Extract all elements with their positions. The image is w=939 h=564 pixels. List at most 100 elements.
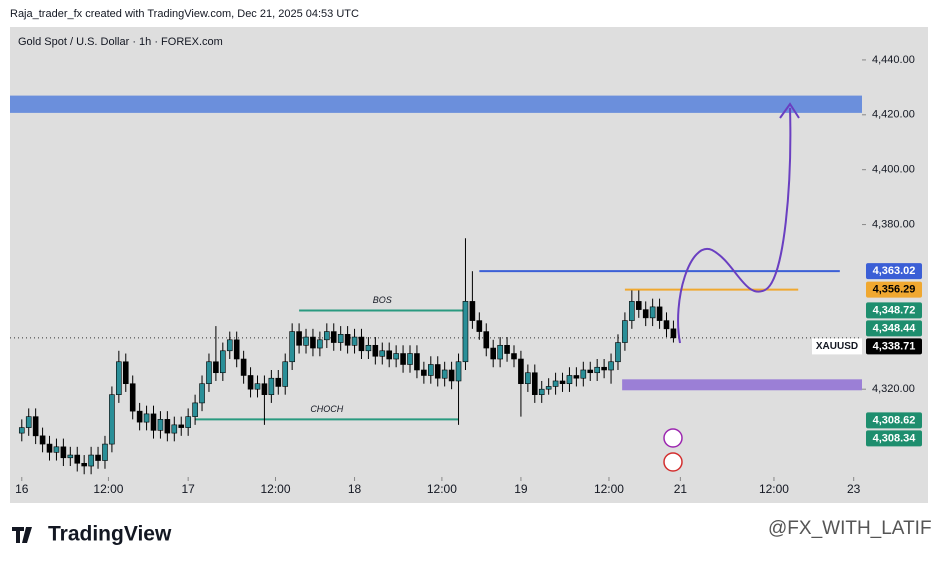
- candle-body: [566, 375, 573, 385]
- x-tick-label: 12:00: [93, 482, 123, 496]
- price-label: 4,308.34: [873, 432, 917, 444]
- candle-body: [25, 416, 32, 428]
- candle-body: [622, 320, 628, 343]
- candle-body: [296, 331, 302, 346]
- price-label-box: [866, 430, 922, 447]
- candle-body: [122, 361, 129, 385]
- price-label-box: [866, 338, 922, 355]
- chart-title: Gold Spot / U.S. Dollar · 1h · FOREX.com: [18, 36, 223, 48]
- price-label: 4,363.02: [873, 265, 916, 277]
- candle-body: [441, 369, 448, 379]
- logo-mark: [12, 527, 32, 543]
- candle-body: [199, 383, 205, 404]
- candle-body: [337, 334, 344, 343]
- arrow-head: [779, 102, 800, 119]
- zone: [622, 379, 862, 391]
- candle-body: [289, 331, 295, 363]
- candle-body: [275, 377, 282, 387]
- x-tick-label: 12:00: [594, 482, 624, 496]
- candle-body: [434, 364, 441, 379]
- symbol: XAUUSD: [816, 341, 858, 352]
- y-tick-label: 4,440.00: [872, 54, 915, 66]
- candle-body: [559, 380, 566, 385]
- candle-body: [490, 347, 496, 360]
- candle-body: [545, 386, 552, 390]
- candle-body: [629, 301, 635, 321]
- candle-body: [136, 410, 143, 423]
- candle-body: [649, 306, 656, 319]
- event-icon[interactable]: [663, 428, 683, 448]
- candle-body: [400, 353, 406, 365]
- candle-body: [317, 339, 323, 349]
- x-tick-label: 17: [181, 482, 195, 496]
- candle-body: [504, 344, 510, 354]
- candle-body: [407, 353, 413, 365]
- candle-body: [310, 336, 316, 349]
- candle-body: [226, 339, 233, 352]
- candle-body: [642, 309, 649, 319]
- credit: Raja_trader_fx created with TradingView.…: [10, 8, 359, 20]
- candle-body: [386, 350, 393, 360]
- price-label-box: [866, 320, 922, 337]
- price-label: 4,308.62: [873, 414, 916, 426]
- candle-body: [67, 454, 74, 459]
- candle-body: [580, 369, 587, 379]
- candle-body: [455, 361, 462, 382]
- candle-body: [60, 446, 67, 459]
- candle-body: [670, 328, 677, 339]
- candle-body: [379, 350, 386, 357]
- candle-body: [157, 419, 164, 431]
- candle-body: [531, 372, 538, 395]
- candle-body: [594, 366, 600, 374]
- x-tick-label: 16: [15, 482, 29, 496]
- candle-body: [663, 320, 670, 330]
- x-tick-label: 23: [847, 482, 861, 496]
- candle-body: [233, 339, 240, 360]
- candle-body: [247, 375, 254, 390]
- candle-body: [18, 427, 25, 434]
- watermark: @FX_WITH_LATIF: [768, 518, 932, 539]
- price-label: 4,348.72: [873, 304, 916, 316]
- y-tick-label: 4,380.00: [872, 218, 915, 230]
- candle-body: [213, 361, 219, 374]
- candle-body: [171, 424, 178, 434]
- candle-body: [129, 383, 136, 412]
- flag-icon[interactable]: [663, 452, 683, 472]
- x-tick-label: 21: [674, 482, 688, 496]
- candle-body: [192, 402, 198, 417]
- candle-body: [102, 443, 108, 461]
- candle-body: [240, 358, 247, 376]
- candle-body: [476, 320, 483, 332]
- price-label: 4,356.29: [873, 284, 916, 296]
- candle-body: [393, 353, 399, 360]
- y-tick-label: 4,400.00: [872, 164, 915, 176]
- candle-body: [46, 443, 53, 453]
- candle-body: [344, 334, 351, 346]
- x-tick-label: 19: [514, 482, 528, 496]
- candle-body: [206, 361, 212, 385]
- candle-body: [428, 364, 434, 376]
- candle-body: [303, 336, 309, 346]
- candle-body: [587, 369, 594, 374]
- zone: [10, 95, 862, 113]
- logo: TradingView: [48, 523, 172, 546]
- price-label-box: [866, 263, 922, 280]
- candle-body: [573, 375, 580, 379]
- candle-body: [552, 380, 559, 387]
- candle-body: [109, 394, 115, 445]
- price-label: 4,348.44: [873, 322, 917, 334]
- candle-body: [372, 344, 379, 357]
- candle-body: [74, 454, 81, 464]
- candle-body: [254, 383, 261, 390]
- candle-body: [261, 383, 268, 395]
- candle-body: [656, 306, 663, 321]
- candle-body: [469, 301, 476, 321]
- candle-body: [483, 331, 490, 349]
- symbol-box: [812, 338, 862, 355]
- y-tick-label: 4,420.00: [872, 109, 915, 121]
- candle-body: [358, 336, 365, 352]
- candle-body: [53, 446, 60, 453]
- y-tick-label: 4,320.00: [872, 383, 915, 395]
- candle-body: [414, 353, 420, 371]
